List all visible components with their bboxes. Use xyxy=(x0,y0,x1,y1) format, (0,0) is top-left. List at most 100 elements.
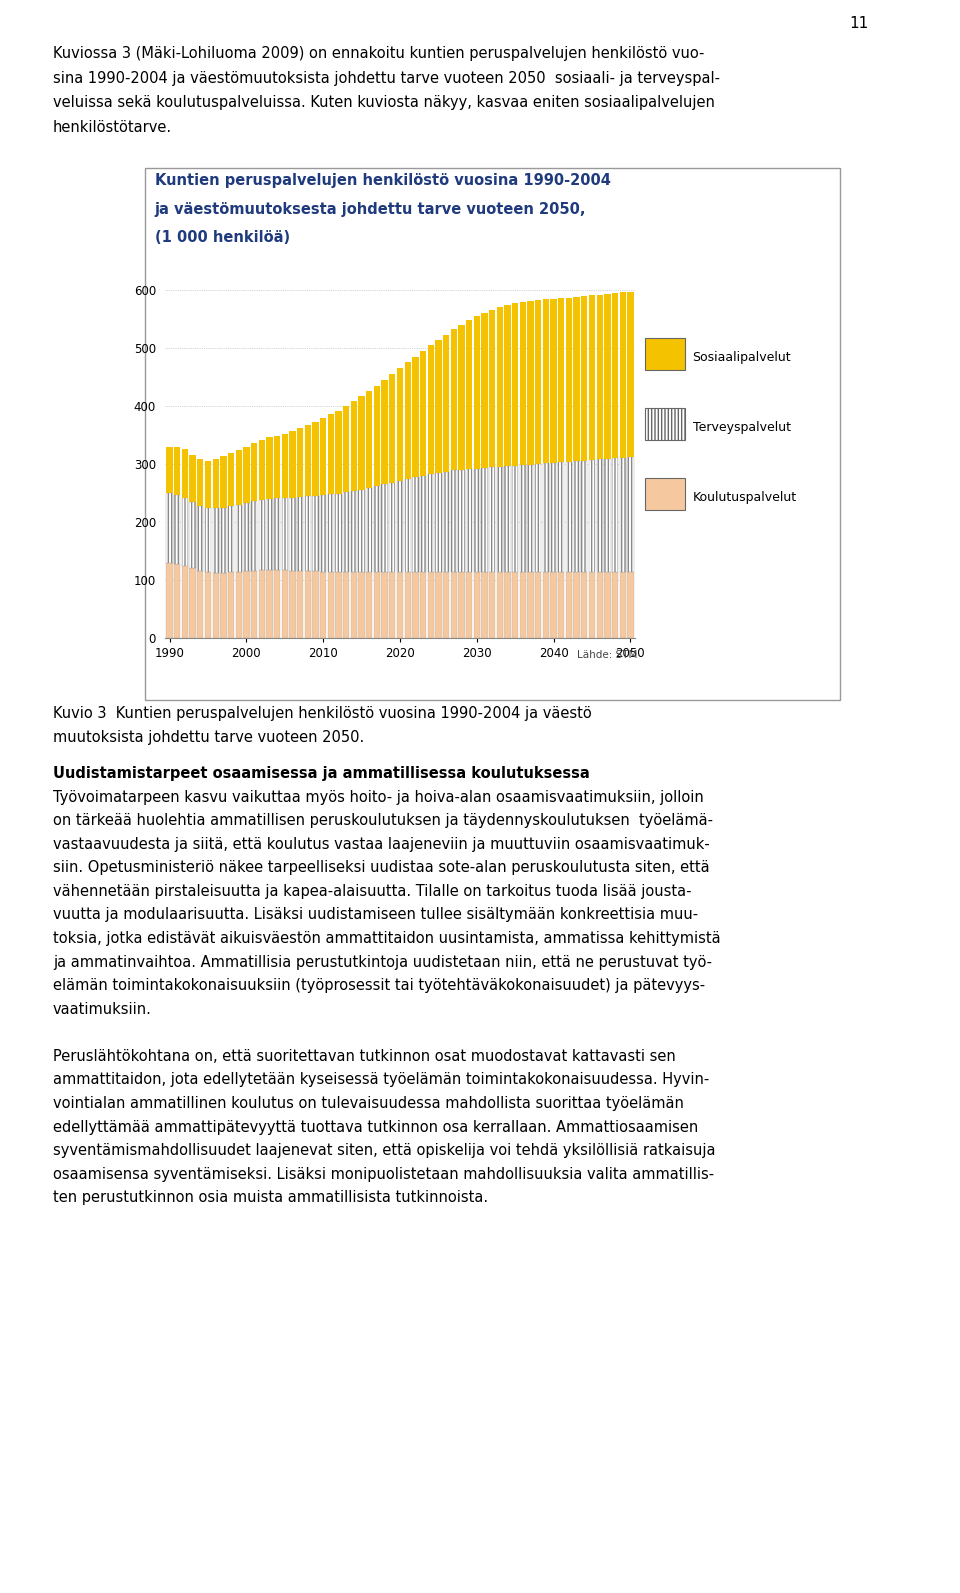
Text: (1 000 henkilöä): (1 000 henkilöä) xyxy=(155,231,290,245)
Bar xyxy=(489,572,495,639)
Bar xyxy=(166,562,173,639)
Bar xyxy=(573,296,580,460)
Bar xyxy=(204,572,211,639)
Bar xyxy=(588,572,595,639)
Text: elämän toimintakokonaisuuksiin (työprosessit tai työtehtäväkokonaisuudet) ja pät: elämän toimintakokonaisuuksiin (työprose… xyxy=(53,978,705,992)
Bar xyxy=(466,572,472,639)
Bar xyxy=(542,464,549,572)
Text: vointialan ammatillinen koulutus on tulevaisuudessa mahdollista suorittaa työelä: vointialan ammatillinen koulutus on tule… xyxy=(53,1096,684,1110)
Bar xyxy=(366,487,372,572)
Bar xyxy=(212,573,219,639)
Bar xyxy=(235,572,242,639)
Bar xyxy=(335,572,342,639)
Bar xyxy=(243,503,250,572)
Bar xyxy=(420,476,426,572)
Bar xyxy=(266,570,273,639)
Bar xyxy=(473,315,480,468)
Text: Sosiaalipalvelut: Sosiaalipalvelut xyxy=(692,350,791,363)
Bar xyxy=(228,505,234,572)
Text: Peruslähtökohtana on, että suoritettavan tutkinnon osat muodostavat kattavasti s: Peruslähtökohtana on, että suoritettavan… xyxy=(53,1048,676,1064)
Bar xyxy=(289,432,296,497)
Bar xyxy=(343,572,349,639)
Bar xyxy=(535,572,541,639)
Bar xyxy=(588,460,595,572)
Bar xyxy=(412,357,419,478)
Bar xyxy=(504,306,511,467)
Bar xyxy=(427,346,434,473)
Bar xyxy=(212,508,219,573)
Bar xyxy=(181,497,188,566)
Bar xyxy=(519,465,526,572)
Bar xyxy=(627,457,634,572)
Text: Koulutuspalvelut: Koulutuspalvelut xyxy=(692,491,797,503)
Bar xyxy=(358,397,365,489)
Bar xyxy=(542,572,549,639)
Bar xyxy=(389,374,396,483)
Bar xyxy=(604,295,611,459)
Bar xyxy=(404,479,411,572)
Bar xyxy=(550,464,557,572)
Text: on tärkeää huolehtia ammatillisen peruskoulutuksen ja täydennyskoulutuksen  työe: on tärkeää huolehtia ammatillisen perusk… xyxy=(53,812,712,828)
Bar xyxy=(612,293,618,459)
Bar xyxy=(550,299,557,464)
Bar xyxy=(489,467,495,572)
Text: edellyttämää ammattipätevyyttä tuottava tutkinnon osa kerrallaan. Ammattiosaamis: edellyttämää ammattipätevyyttä tuottava … xyxy=(53,1120,698,1134)
Bar xyxy=(458,572,465,639)
Bar xyxy=(343,492,349,572)
Bar xyxy=(274,570,280,639)
Bar xyxy=(581,572,588,639)
Bar xyxy=(366,390,372,487)
Bar xyxy=(481,572,488,639)
Bar xyxy=(189,454,196,502)
Bar xyxy=(297,570,303,639)
Text: osaamisensa syventämiseksi. Lisäksi monipuolistetaan mahdollisuuksia valita amma: osaamisensa syventämiseksi. Lisäksi moni… xyxy=(53,1166,714,1182)
Bar xyxy=(542,299,549,464)
Bar xyxy=(373,486,380,572)
Bar xyxy=(450,470,457,572)
Text: vaatimuksiin.: vaatimuksiin. xyxy=(53,1002,152,1016)
Bar xyxy=(612,459,618,572)
Bar xyxy=(320,495,326,572)
Bar xyxy=(343,406,349,492)
Bar xyxy=(274,435,280,499)
Bar xyxy=(220,457,227,508)
Bar xyxy=(519,572,526,639)
Bar xyxy=(481,468,488,572)
Bar xyxy=(258,570,265,639)
Text: Terveyspalvelut: Terveyspalvelut xyxy=(692,421,791,433)
Bar xyxy=(404,363,411,479)
Bar xyxy=(496,467,503,572)
Bar xyxy=(189,502,196,569)
Bar xyxy=(481,312,488,468)
Bar xyxy=(304,497,311,572)
Text: Kuntien peruspalvelujen henkilöstö vuosina 1990-2004: Kuntien peruspalvelujen henkilöstö vuosi… xyxy=(155,174,611,188)
Bar xyxy=(297,429,303,497)
Text: sina 1990-2004 ja väestömuutoksista johdettu tarve vuoteen 2050  sosiaali- ja te: sina 1990-2004 ja väestömuutoksista johd… xyxy=(53,70,720,86)
Bar xyxy=(604,572,611,639)
Bar xyxy=(266,438,273,499)
Bar xyxy=(512,303,518,465)
Bar xyxy=(281,499,288,570)
Text: veluissa sekä koulutuspalveluissa. Kuten kuviosta näkyy, kasvaa eniten sosiaalip: veluissa sekä koulutuspalveluissa. Kuten… xyxy=(53,96,714,110)
Text: syventämismahdollisuudet laajenevat siten, että opiskelija voi tehdä yksilöllisi: syventämismahdollisuudet laajenevat site… xyxy=(53,1144,715,1158)
Bar xyxy=(228,572,234,639)
Bar xyxy=(358,572,365,639)
Bar xyxy=(235,505,242,572)
Bar xyxy=(327,494,334,572)
Bar xyxy=(473,468,480,572)
Bar xyxy=(443,335,449,472)
Bar xyxy=(335,494,342,572)
Bar xyxy=(604,459,611,572)
Bar xyxy=(312,495,319,572)
Bar xyxy=(404,572,411,639)
Bar xyxy=(420,350,426,476)
Bar xyxy=(619,572,626,639)
Bar xyxy=(189,569,196,639)
Bar xyxy=(558,572,564,639)
Bar xyxy=(251,443,257,502)
Bar xyxy=(596,572,603,639)
Bar xyxy=(435,572,442,639)
Bar xyxy=(243,446,250,503)
Bar xyxy=(373,386,380,486)
Bar xyxy=(612,572,618,639)
